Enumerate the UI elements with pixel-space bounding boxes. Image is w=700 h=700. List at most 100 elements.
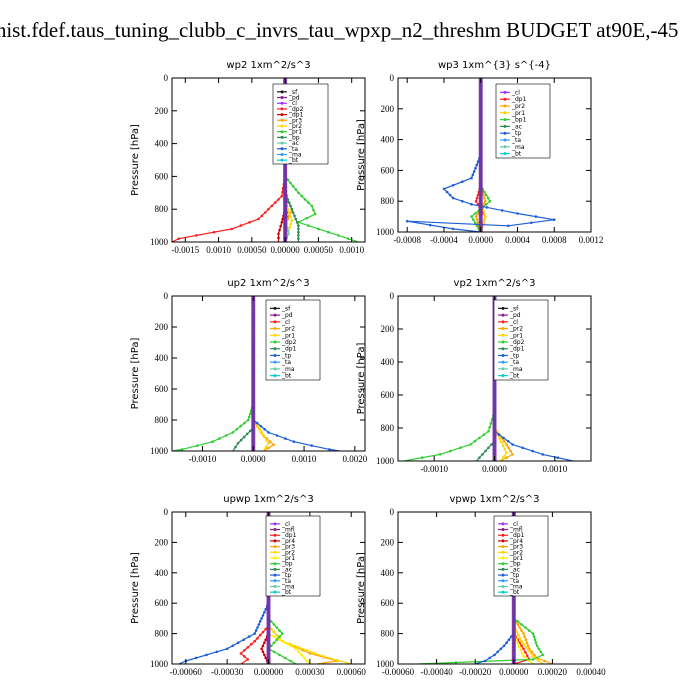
series-marker_pr1 <box>515 638 518 642</box>
series-marker_pr2 <box>270 627 273 631</box>
legend-label: _bt <box>511 151 522 158</box>
series-marker_pr1 <box>505 451 508 455</box>
series-marker_tp <box>242 638 245 641</box>
series-marker_tp <box>451 196 455 200</box>
series-marker_bp <box>539 650 543 654</box>
legend-label: _bt <box>288 157 299 164</box>
legend-label: _ma <box>511 144 525 151</box>
legend-marker <box>273 584 277 588</box>
legend-label: _pr2 <box>509 549 523 556</box>
series-marker_dp1 <box>277 232 280 236</box>
legend-marker <box>501 320 505 324</box>
series-marker_pr3 <box>525 641 529 644</box>
series-marker_pr1 <box>262 435 266 438</box>
series-marker_pr2 <box>476 221 480 225</box>
legend-marker <box>501 313 505 317</box>
y-tick-label: 600 <box>381 165 395 175</box>
series-marker_tp <box>470 203 473 206</box>
series-marker_bp <box>272 650 276 654</box>
series-marker_pr1 <box>286 178 290 181</box>
legend-marker <box>501 360 505 364</box>
series-marker_dp1 <box>242 435 246 439</box>
y-tick-label: 200 <box>155 322 169 332</box>
series-marker_tp <box>257 623 261 626</box>
x-tick-label: 0.00050 <box>237 245 267 255</box>
legend-label: _cl <box>288 100 297 107</box>
series-marker_pr2 <box>505 456 508 460</box>
series-marker_dp2 <box>260 214 264 218</box>
series-marker_pr3 <box>522 632 525 635</box>
series-marker_tp <box>264 608 268 611</box>
x-tick-label: 0.00030 <box>295 667 325 677</box>
x-tick-label: 0.00040 <box>576 667 606 677</box>
legend-marker <box>501 556 505 560</box>
legend-label: _dp1 <box>511 96 527 103</box>
series-marker_pr2 <box>502 439 506 443</box>
series-marker_bp <box>295 221 299 224</box>
legend-marker <box>501 522 505 526</box>
series-marker_pr2 <box>268 440 272 444</box>
chart-title: wp3 1xm^{3} s^{-4} <box>438 60 551 71</box>
series-marker_pr4 <box>263 641 266 644</box>
series-marker_tp <box>500 209 504 212</box>
series-marker_dp2 <box>180 448 184 451</box>
legend-label: _dp2 <box>281 339 297 346</box>
series-marker_bp <box>278 635 281 638</box>
series-marker_pr2 <box>518 636 522 640</box>
x-tick-label: -0.0010 <box>189 454 217 464</box>
series-marker_pr2 <box>288 226 291 230</box>
legend-label: _dp1 <box>288 112 304 119</box>
legend-marker <box>503 111 507 115</box>
series-marker_pr3 <box>308 652 312 655</box>
series-marker_pr2 <box>272 630 276 634</box>
series-marker_tp <box>472 170 476 173</box>
series-marker_pr1 <box>305 216 309 220</box>
series-marker_pr1 <box>519 648 522 652</box>
legend: _sf_pd_cl_dp2_dp1_pr3_pr2_pr1_bp_ac_ta_m… <box>272 83 329 165</box>
x-tick-label: -0.0015 <box>171 245 199 255</box>
series-marker_bp <box>520 623 523 626</box>
series-marker_pr2 <box>290 219 294 222</box>
legend-marker <box>273 353 277 357</box>
series-marker_pr1 <box>482 209 485 212</box>
series-marker_tp <box>445 190 449 194</box>
legend-label: _ac <box>509 566 520 573</box>
y-tick-label: 600 <box>155 384 169 394</box>
series-marker_pr4 <box>264 656 268 660</box>
series-marker_dp2 <box>482 433 486 436</box>
series-marker_tp <box>231 644 234 648</box>
plot-frame <box>171 295 366 452</box>
legend-marker <box>273 522 277 526</box>
legend-label: _sf <box>281 305 291 312</box>
series-marker_dp2 <box>487 430 490 433</box>
series-marker_dp1 <box>256 636 259 640</box>
series-marker_dp2 <box>488 426 492 429</box>
series-marker_pr1 <box>264 445 268 449</box>
series-marker_bp1 <box>470 215 473 218</box>
series-marker_dp2 <box>469 443 472 446</box>
legend-marker <box>273 340 277 344</box>
series-marker_tp <box>534 215 538 218</box>
y-tick-label: 400 <box>155 568 169 578</box>
series-marker_pr2 <box>515 630 519 634</box>
series-marker_tp <box>292 440 296 444</box>
legend-label: _tp <box>511 130 521 137</box>
x-tick-label: -0.0008 <box>393 235 421 245</box>
legend: _cl_mfl_dp1_pr4_pr3_pr2_pr1_bp_ac_tp_ta_… <box>265 515 321 597</box>
x-tick-label: 0.0000 <box>482 464 507 474</box>
series-marker_dp2 <box>438 453 442 456</box>
legend-label: _pr1 <box>288 129 302 136</box>
series-marker_bp <box>541 653 545 657</box>
series-marker_tp <box>247 635 251 638</box>
legend-marker <box>501 374 505 378</box>
legend-label: _pr2 <box>509 326 523 333</box>
series-marker_pr1 <box>303 198 307 201</box>
series-marker_dp1 <box>258 633 262 637</box>
series-marker_pr3 <box>520 629 523 632</box>
series-marker_bp <box>289 659 292 663</box>
series-marker_tp <box>448 193 452 197</box>
series-line_dp1 <box>475 296 496 461</box>
series-marker_dp1 <box>478 456 481 460</box>
legend-label: _pr1 <box>281 555 295 562</box>
series-marker_pr1 <box>520 651 524 655</box>
